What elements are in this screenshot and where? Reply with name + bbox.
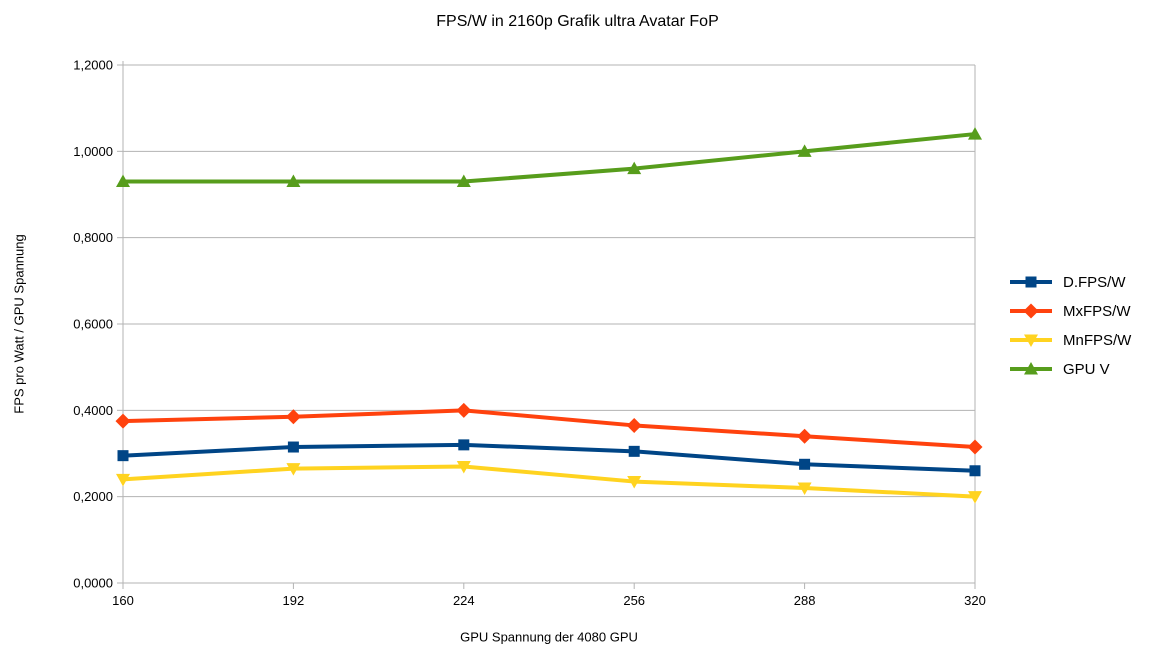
legend-item-dfpsw: D.FPS/W (1008, 271, 1131, 293)
y-tick-label: 0,6000 (73, 317, 113, 332)
legend-square-icon (1010, 276, 1052, 288)
legend-label: GPU V (1063, 360, 1110, 378)
y-tick-label: 1,2000 (73, 58, 113, 73)
legend: D.FPS/W MxFPS/W MnFPS/W GPU V (1008, 271, 1131, 380)
series-marker-MnFPS/W (797, 482, 812, 496)
series-marker-GPU V (968, 127, 982, 140)
legend-item-gpuv: GPU V (1008, 358, 1131, 380)
series-marker-MnFPS/W (627, 476, 642, 489)
series-marker-MnFPS/W (968, 491, 982, 504)
chart-title: FPS/W in 2160p Grafik ultra Avatar FoP (436, 13, 719, 30)
x-tick-label: 160 (112, 593, 134, 608)
series-marker-MxFPS/W (456, 402, 472, 418)
legend-triangle-up-icon (1010, 362, 1052, 375)
y-tick-label: 0,4000 (73, 403, 113, 418)
series-marker-MnFPS/W (456, 460, 471, 474)
x-tick-label: 288 (794, 593, 816, 608)
series-marker-GPU V (627, 161, 642, 175)
series-marker-D.FPS/W (969, 465, 981, 477)
series-marker-D.FPS/W (117, 450, 129, 462)
legend-label: D.FPS/W (1063, 273, 1126, 291)
series-marker-MxFPS/W (115, 413, 131, 429)
series-marker-MnFPS/W (116, 473, 130, 487)
series-marker-GPU V (116, 174, 130, 188)
series-marker-MxFPS/W (626, 417, 642, 433)
legend-label: MxFPS/W (1063, 302, 1131, 320)
legend-marker-triangle-down (1024, 334, 1038, 347)
series-line-MnFPS/W (122, 464, 976, 499)
x-tick-label: 320 (964, 593, 986, 608)
legend-item-mnfpsw: MnFPS/W (1008, 329, 1131, 351)
series-marker-D.FPS/W (799, 458, 811, 470)
x-tick-label: 256 (623, 593, 645, 608)
series-marker-GPU V (286, 174, 301, 188)
x-tick-label: 192 (283, 593, 305, 608)
series-marker-D.FPS/W (458, 439, 470, 451)
series-line-MxFPS/W (122, 408, 976, 450)
legend-diamond-icon (1010, 303, 1052, 319)
series-line-D.FPS/W (122, 442, 976, 473)
legend-triangle-down-icon (1010, 334, 1052, 347)
x-axis-title: GPU Spannung der 4080 GPU (460, 629, 638, 645)
series-marker-MxFPS/W (797, 428, 813, 444)
series-marker-D.FPS/W (628, 445, 640, 457)
series-marker-MxFPS/W (285, 409, 301, 425)
legend-marker-diamond (1023, 303, 1039, 319)
y-tick-label: 0,8000 (73, 230, 113, 245)
legend-label: MnFPS/W (1063, 331, 1132, 349)
legend-item-mxfpsw: MxFPS/W (1008, 300, 1131, 322)
series-marker-GPU V (456, 174, 471, 188)
x-tick-label: 224 (453, 593, 475, 608)
series-marker-MxFPS/W (967, 439, 983, 455)
y-tick-label: 1,0000 (73, 144, 113, 159)
legend-marker-triangle-up (1024, 362, 1038, 375)
y-tick-label: 0,2000 (73, 489, 113, 504)
y-tick-label: 0,0000 (73, 576, 113, 591)
series-marker-GPU V (797, 144, 812, 157)
series-marker-D.FPS/W (287, 441, 299, 453)
series-marker-MnFPS/W (286, 463, 301, 476)
series-line-GPU V (123, 132, 976, 184)
legend-marker-square (1025, 276, 1037, 288)
